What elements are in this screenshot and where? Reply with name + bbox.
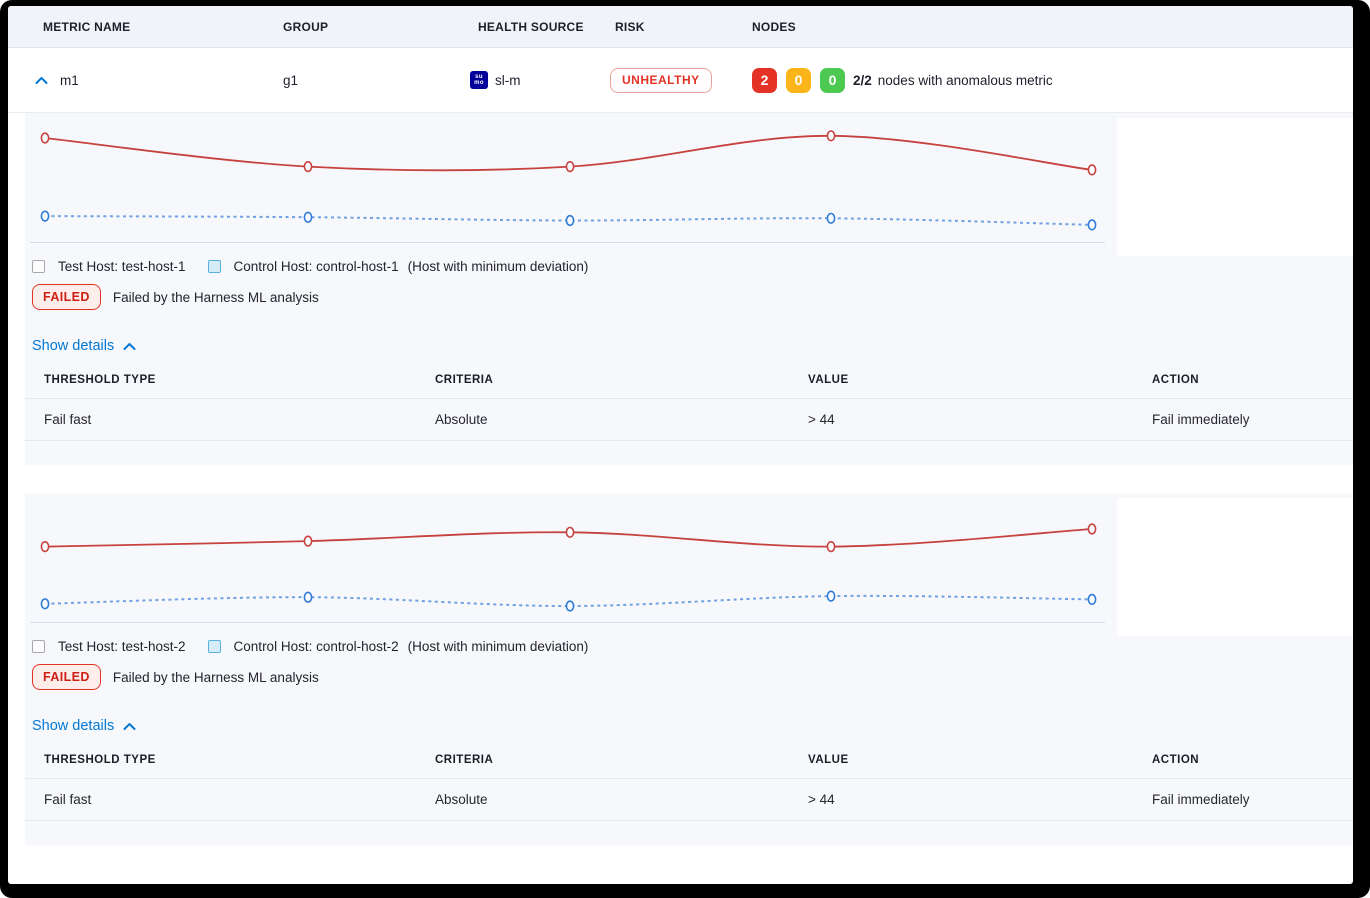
- metric-timeseries-chart[interactable]: [25, 113, 1117, 256]
- metrics-analysis-view: METRIC NAME GROUP HEALTH SOURCE RISK NOD…: [8, 6, 1353, 884]
- sumologic-icon-text-bottom: mo: [474, 80, 484, 86]
- chevron-up-icon: [123, 342, 136, 350]
- cell-action: Fail immediately: [1133, 398, 1353, 441]
- legend-control-label: Control Host: control-host-1: [233, 259, 399, 274]
- metrics-table-header: METRIC NAME GROUP HEALTH SOURCE RISK NOD…: [8, 6, 1353, 48]
- sumologic-icon-text-top: su: [475, 74, 483, 80]
- col-risk: RISK: [615, 19, 645, 34]
- analysis-status-message: Failed by the Harness ML analysis: [112, 669, 319, 685]
- analysis-status-row: FAILED Failed by the Harness ML analysis: [25, 284, 1353, 310]
- metric-timeseries-chart[interactable]: [25, 493, 1117, 636]
- legend-item-test-host[interactable]: Test Host: test-host-2: [32, 639, 186, 654]
- cell-threshold-type: Fail fast: [25, 778, 416, 821]
- table-row: Fail fast Absolute > 44 Fail immediately: [25, 778, 1353, 821]
- th-criteria: CRITERIA: [416, 372, 789, 399]
- th-action: ACTION: [1133, 752, 1353, 779]
- analysis-status-message: Failed by the Harness ML analysis: [112, 289, 319, 305]
- chart-side-spacer: [1117, 498, 1353, 636]
- anomalous-nodes-caption: nodes with anomalous metric: [877, 72, 1053, 88]
- thresholds-header-row: THRESHOLD TYPE CRITERIA VALUE ACTION: [25, 752, 1353, 779]
- th-threshold-type: THRESHOLD TYPE: [25, 372, 416, 399]
- col-health-source: HEALTH SOURCE: [478, 19, 584, 34]
- legend-item-control-host[interactable]: Control Host: control-host-1: [207, 259, 399, 274]
- cell-criteria: Absolute: [416, 398, 789, 441]
- show-details-label: Show details: [32, 718, 115, 734]
- legend-note: (Host with minimum deviation): [407, 259, 589, 274]
- chevron-up-icon: [123, 722, 136, 730]
- healthy-nodes-badge: 0: [820, 67, 845, 93]
- legend-note: (Host with minimum deviation): [407, 639, 589, 654]
- group-name: g1: [283, 72, 299, 88]
- critical-nodes-badge: 2: [752, 67, 777, 93]
- test-host-swatch-icon: [32, 260, 45, 273]
- warning-nodes-badge: 0: [786, 67, 811, 93]
- node-analysis-section: Test Host: test-host-2 Control Host: con…: [25, 493, 1353, 845]
- health-source-name: sl-m: [495, 72, 521, 88]
- test-host-swatch-icon: [32, 640, 45, 653]
- col-group: GROUP: [283, 19, 329, 34]
- thresholds-table: THRESHOLD TYPE CRITERIA VALUE ACTION Fai…: [25, 372, 1353, 441]
- control-host-swatch-icon: [207, 260, 221, 273]
- chart-side-spacer: [1117, 118, 1353, 256]
- node-count-badges: 2 0 0: [752, 67, 845, 93]
- th-value: VALUE: [789, 372, 1133, 399]
- col-nodes: NODES: [752, 19, 796, 34]
- table-row: Fail fast Absolute > 44 Fail immediately: [25, 398, 1353, 441]
- col-metric-name: METRIC NAME: [43, 19, 131, 34]
- legend-item-test-host[interactable]: Test Host: test-host-1: [32, 259, 186, 274]
- show-details-link[interactable]: Show details: [32, 338, 136, 354]
- thresholds-header-row: THRESHOLD TYPE CRITERIA VALUE ACTION: [25, 372, 1353, 399]
- metric-name: m1: [60, 72, 79, 88]
- legend-test-label: Test Host: test-host-2: [58, 639, 186, 654]
- show-details-label: Show details: [32, 338, 115, 354]
- th-criteria: CRITERIA: [416, 752, 789, 779]
- node-analysis-section: Test Host: test-host-1 Control Host: con…: [25, 113, 1353, 465]
- failed-badge: FAILED: [32, 284, 101, 310]
- thresholds-table: THRESHOLD TYPE CRITERIA VALUE ACTION Fai…: [25, 752, 1353, 821]
- analysis-status-row: FAILED Failed by the Harness ML analysis: [25, 664, 1353, 690]
- cell-threshold-type: Fail fast: [25, 398, 416, 441]
- chart-row: [25, 493, 1353, 636]
- cell-criteria: Absolute: [416, 778, 789, 821]
- legend-test-label: Test Host: test-host-1: [58, 259, 186, 274]
- cell-action: Fail immediately: [1133, 778, 1353, 821]
- cell-value: > 44: [789, 398, 1133, 441]
- legend-item-control-host[interactable]: Control Host: control-host-2: [207, 639, 399, 654]
- metric-row[interactable]: m1 g1 su mo sl-m UNHEALTHY 2 0 0 2/2: [8, 48, 1353, 113]
- sumologic-icon: su mo: [470, 71, 488, 89]
- th-action: ACTION: [1133, 372, 1353, 399]
- legend-control-label: Control Host: control-host-2: [233, 639, 399, 654]
- failed-badge: FAILED: [32, 664, 101, 690]
- control-host-swatch-icon: [207, 640, 221, 653]
- cell-value: > 44: [789, 778, 1133, 821]
- anomalous-nodes-ratio: 2/2: [853, 72, 872, 88]
- chart-legend: Test Host: test-host-2 Control Host: con…: [25, 639, 1353, 654]
- th-threshold-type: THRESHOLD TYPE: [25, 752, 416, 779]
- th-value: VALUE: [789, 752, 1133, 779]
- collapse-chevron-icon[interactable]: [35, 76, 48, 85]
- chart-legend: Test Host: test-host-1 Control Host: con…: [25, 259, 1353, 274]
- chart-row: [25, 113, 1353, 256]
- risk-status-badge: UNHEALTHY: [610, 67, 712, 93]
- show-details-link[interactable]: Show details: [32, 718, 136, 734]
